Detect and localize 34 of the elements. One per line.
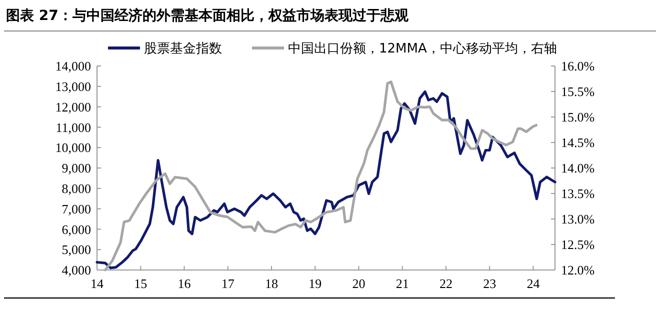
x-tick-label: 20: [352, 276, 366, 291]
chart-title: 图表 27：与中国经济的外需基本面相比，权益市场表现过于悲观: [6, 7, 410, 24]
y2-tick-label: 14.5%: [561, 135, 595, 150]
y-tick-label: 14,000: [55, 58, 91, 74]
y2-tick-label: 13.5%: [561, 186, 595, 202]
x-tick-label: 15: [134, 276, 148, 291]
y2-tick-label: 15.5%: [561, 84, 595, 100]
legend-label: 中国出口份额，12MMA，中心移动平均，右轴: [288, 40, 557, 57]
y2-tick-label: 12.5%: [561, 237, 595, 252]
x-tick-label: 18: [264, 276, 278, 291]
x-tick-label: 23: [483, 276, 496, 291]
y-tick-label: 4,000: [62, 262, 91, 278]
y2-tick-label: 16.0%: [561, 58, 595, 74]
x-tick-label: 22: [439, 276, 452, 291]
y-tick-label: 8,000: [62, 180, 91, 196]
x-tick-label: 19: [308, 276, 322, 291]
y2-tick-label: 12.0%: [561, 262, 595, 278]
x-tick-label: 17: [221, 276, 235, 291]
x-tick-label: 14: [90, 276, 104, 291]
y-tick-label: 13,000: [55, 78, 91, 94]
y-tick-label: 12,000: [55, 99, 91, 114]
y2-tick-label: 15.0%: [561, 110, 595, 125]
x-tick-label: 16: [178, 276, 192, 291]
y-tick-label: 11,000: [56, 120, 91, 135]
y2-tick-label: 13.0%: [561, 212, 595, 227]
y-tick-label: 6,000: [62, 222, 91, 237]
y-tick-label: 10,000: [55, 140, 91, 156]
x-tick-label: 21: [396, 276, 409, 291]
y-tick-label: 7,000: [62, 201, 91, 216]
y-tick-label: 9,000: [62, 160, 91, 176]
y-tick-label: 5,000: [62, 242, 91, 258]
x-tick-label: 24: [526, 276, 540, 291]
legend-label: 股票基金指数: [144, 42, 222, 57]
y2-tick-label: 14.0%: [561, 160, 595, 176]
